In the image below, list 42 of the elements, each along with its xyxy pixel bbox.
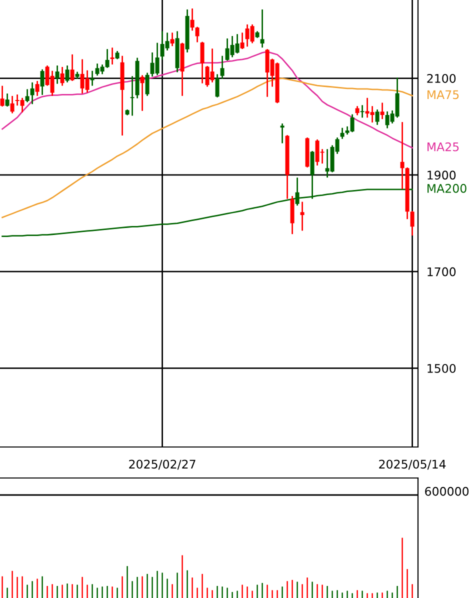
- candlestick: [410, 210, 414, 236]
- candlestick: [55, 66, 60, 84]
- candlestick: [380, 102, 384, 120]
- candlestick: [260, 9, 264, 48]
- y-tick-label: 1700: [428, 267, 456, 276]
- series-label: MA200: [428, 184, 466, 193]
- candlestick: [300, 202, 304, 231]
- x-tick-label: 2025/02/27: [129, 460, 196, 470]
- candlestick: [60, 66, 64, 86]
- series-label: MA75: [428, 90, 459, 100]
- candlestick: [340, 128, 344, 139]
- candlestick: [0, 86, 4, 107]
- candlestick: [145, 72, 150, 96]
- candlestick: [215, 74, 220, 98]
- candlestick: [400, 122, 404, 190]
- y-tick-label: 1500: [428, 364, 456, 373]
- candlestick: [375, 109, 380, 125]
- candlestick: [170, 32, 174, 46]
- candlestick: [280, 124, 284, 144]
- candlestick: [200, 42, 204, 84]
- candlestick: [70, 54, 74, 81]
- candlestick: [220, 56, 224, 79]
- candlestick: [25, 89, 30, 102]
- x-tick-label: 2025/05/14: [379, 460, 446, 470]
- candlestick: [10, 96, 14, 114]
- candlestick: [190, 8, 194, 31]
- line-series: [2, 78, 413, 218]
- candlestick: [140, 75, 144, 111]
- candlestick: [130, 76, 134, 116]
- candlestick: [35, 80, 40, 96]
- candlestick: [360, 105, 364, 118]
- text: 600000: [425, 486, 469, 496]
- candlestick: [65, 66, 70, 82]
- y-tick-label: 2100: [427, 74, 456, 83]
- candlestick: [240, 32, 244, 50]
- candlestick: [40, 69, 44, 95]
- candlestick: [30, 82, 34, 104]
- y-tick-label: 1900: [428, 170, 456, 180]
- candlestick: [110, 48, 114, 64]
- series-label: MA25: [428, 142, 459, 152]
- candlestick: [195, 26, 200, 42]
- candlestick: [5, 94, 10, 107]
